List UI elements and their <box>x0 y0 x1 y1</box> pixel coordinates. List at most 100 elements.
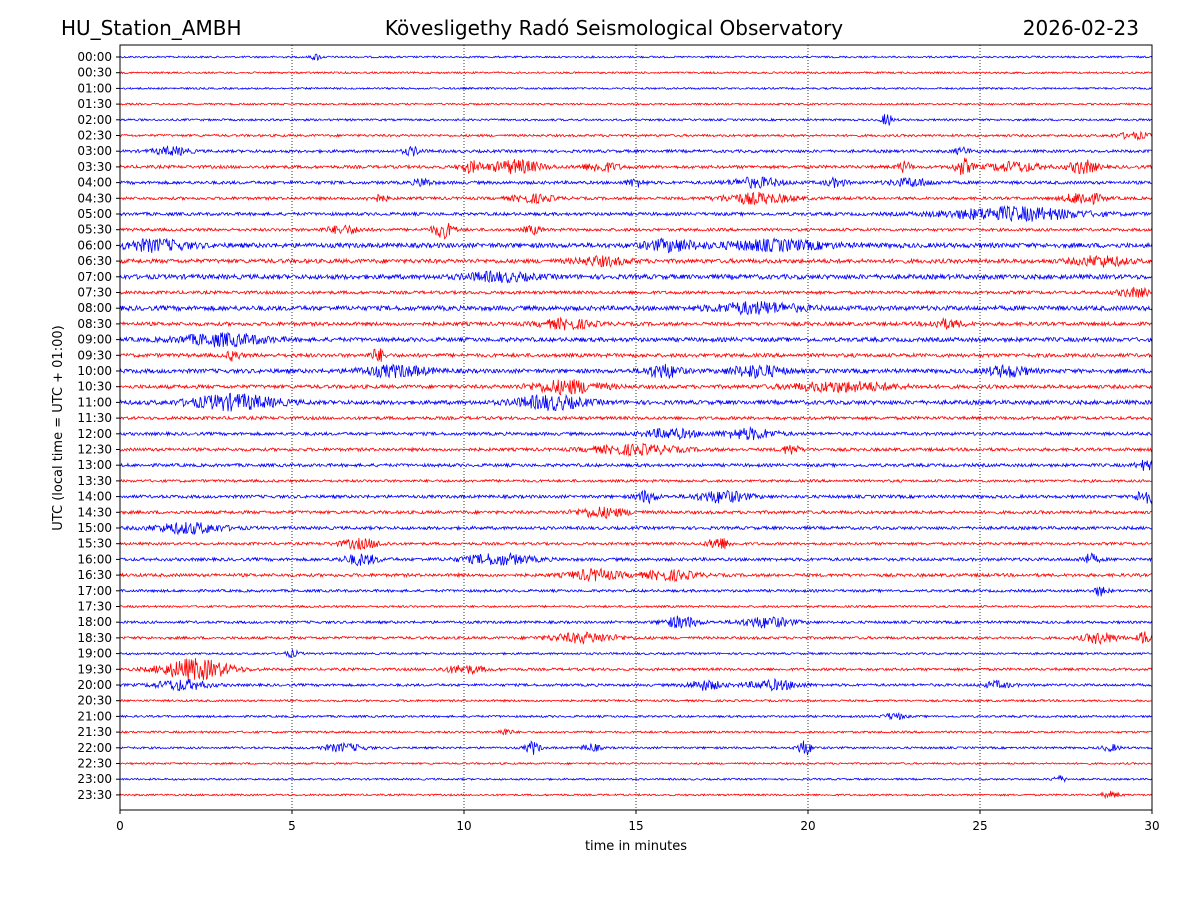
trace-1600 <box>119 551 1153 567</box>
chart-title: Kövesligethy Radó Seismological Observat… <box>385 16 843 40</box>
y-tick-label: 10:30 <box>77 380 112 394</box>
x-axis-label: time in minutes <box>585 839 687 854</box>
trace-1900 <box>119 648 1153 659</box>
y-tick-label: 04:00 <box>77 176 112 190</box>
y-tick-label: 00:00 <box>77 50 112 64</box>
y-tick-label: 12:30 <box>77 443 112 457</box>
y-tick-label: 00:30 <box>77 66 112 80</box>
y-tick-label: 08:00 <box>77 301 112 315</box>
y-tick-label: 03:30 <box>77 160 112 174</box>
y-tick-label: 22:00 <box>77 741 112 755</box>
y-tick-label: 15:30 <box>77 537 112 551</box>
y-tick-label: 01:00 <box>77 81 112 95</box>
trace-1400 <box>119 489 1153 505</box>
trace-0030 <box>119 70 1153 75</box>
trace-2230 <box>119 761 1153 766</box>
y-tick-label: 09:30 <box>77 348 112 362</box>
y-tick-label: 20:30 <box>77 694 112 708</box>
x-tick-labels: 0 5 10 15 20 25 30 <box>116 810 1160 833</box>
y-tick-label: 20:00 <box>77 678 112 692</box>
trace-0730 <box>119 286 1153 298</box>
x-tick-label: 5 <box>288 819 296 833</box>
y-tick-label: 09:00 <box>77 333 112 347</box>
y-tick-label: 14:30 <box>77 505 112 519</box>
y-tick-label: 02:00 <box>77 113 112 127</box>
y-tick-label: 05:30 <box>77 223 112 237</box>
x-tick-label: 15 <box>628 819 643 833</box>
trace-0400 <box>119 176 1153 190</box>
trace-1330 <box>119 478 1152 484</box>
trace-0000 <box>119 53 1153 62</box>
trace-0630 <box>119 254 1153 268</box>
trace-1930 <box>119 657 1153 681</box>
y-tick-label: 06:00 <box>77 238 112 252</box>
trace-0200 <box>119 114 1153 126</box>
y-tick-label: 12:00 <box>77 427 112 441</box>
y-tick-label: 19:30 <box>77 662 112 676</box>
y-tick-label: 18:00 <box>77 615 112 629</box>
trace-1130 <box>119 415 1153 422</box>
y-tick-label: 08:30 <box>77 317 112 331</box>
trace-0830 <box>119 316 1153 331</box>
y-tick-label: 07:30 <box>77 286 112 300</box>
trace-2100 <box>120 711 1152 721</box>
trace-2000 <box>119 677 1153 692</box>
trace-1030 <box>119 379 1153 396</box>
y-axis-label: UTC (local time = UTC + 01:00) <box>51 325 66 530</box>
y-tick-label: 07:00 <box>77 270 112 284</box>
trace-0100 <box>119 86 1153 91</box>
trace-0330 <box>119 157 1153 176</box>
y-tick-label: 04:30 <box>77 191 112 205</box>
y-tick-label: 22:30 <box>77 757 112 771</box>
trace-1800 <box>119 615 1153 629</box>
y-tick-label: 13:30 <box>77 474 112 488</box>
trace-1500 <box>119 521 1153 536</box>
trace-0530 <box>119 222 1153 240</box>
y-tick-label: 21:00 <box>77 709 112 723</box>
trace-1300 <box>119 459 1153 471</box>
x-tick-label: 0 <box>116 819 124 833</box>
trace-0130 <box>119 102 1153 106</box>
y-tick-label: 05:00 <box>77 207 112 221</box>
y-tick-label: 19:00 <box>77 647 112 661</box>
trace-2030 <box>119 698 1153 703</box>
y-tick-label: 23:00 <box>77 772 112 786</box>
chart-date: 2026-02-23 <box>1023 16 1139 40</box>
trace-1200 <box>119 426 1153 441</box>
trace-2330 <box>119 790 1153 800</box>
trace-0930 <box>119 348 1153 363</box>
y-tick-label: 16:30 <box>77 568 112 582</box>
trace-0600 <box>119 237 1153 254</box>
x-tick-label: 30 <box>1144 819 1159 833</box>
y-tick-label: 11:30 <box>77 411 112 425</box>
trace-1000 <box>119 363 1153 379</box>
trace-1700 <box>119 586 1153 597</box>
trace-0500 <box>119 205 1153 223</box>
trace-0900 <box>119 331 1153 348</box>
y-tick-label: 03:00 <box>77 144 112 158</box>
y-tick-label: 17:30 <box>77 600 112 614</box>
trace-0430 <box>119 191 1153 206</box>
x-tick-label: 25 <box>972 819 987 833</box>
trace-0800 <box>119 301 1153 316</box>
y-tick-label: 02:30 <box>77 129 112 143</box>
x-tick-label: 20 <box>800 819 815 833</box>
x-tick-label: 10 <box>456 819 471 833</box>
plot-frame <box>119 44 1153 811</box>
trace-0300 <box>119 145 1153 157</box>
trace-0230 <box>119 130 1153 142</box>
y-tick-label: 21:30 <box>77 725 112 739</box>
trace-2200 <box>119 740 1153 756</box>
trace-1630 <box>119 567 1153 583</box>
y-tick-label: 23:30 <box>77 788 112 802</box>
y-tick-label: 16:00 <box>77 552 112 566</box>
y-tick-label: 06:30 <box>77 254 112 268</box>
trace-group <box>119 53 1153 800</box>
y-tick-label: 15:00 <box>77 521 112 535</box>
y-tick-label: 10:00 <box>77 364 112 378</box>
y-tick-label: 11:00 <box>77 395 112 409</box>
trace-1730 <box>120 604 1153 609</box>
y-tick-label: 14:00 <box>77 490 112 504</box>
